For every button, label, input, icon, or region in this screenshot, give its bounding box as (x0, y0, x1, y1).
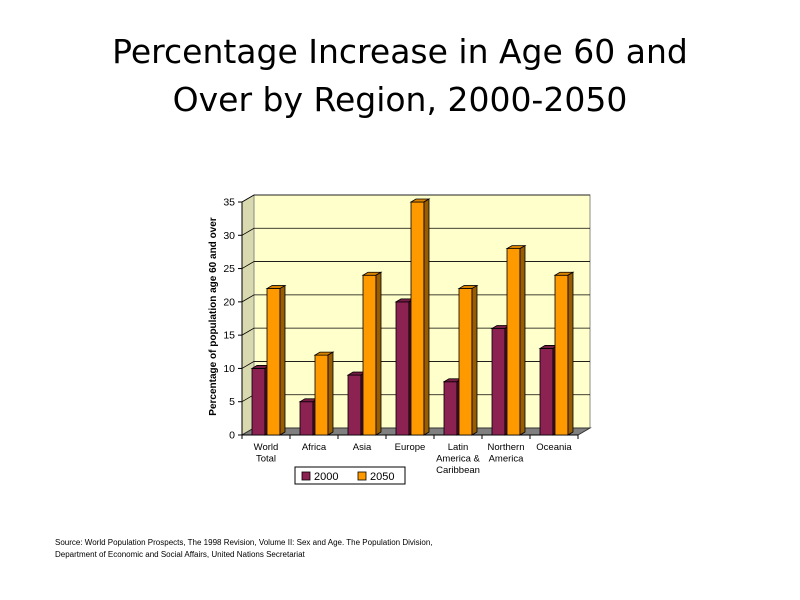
gridline (241, 294, 590, 303)
gridline (241, 194, 590, 203)
x-tick-label-1: Africa (302, 442, 327, 453)
source-note: Source: World Population Prospects, The … (55, 537, 433, 561)
x-tick-label-line: Total (256, 454, 276, 465)
y-tick-label: 5 (229, 396, 235, 408)
legend-swatch-2000 (301, 471, 311, 481)
bar-2050-4 (457, 284, 479, 436)
bar-front (266, 288, 281, 436)
bar-chart: 0 5 10 15 20 25 30 35 Percentage of population a… (208, 194, 592, 485)
x-tick-label-6: Oceania (536, 442, 572, 453)
bar-2050-1 (313, 351, 335, 436)
x-tick-label-line: Asia (353, 442, 372, 453)
bar-side (471, 284, 478, 436)
bar-front (506, 248, 521, 436)
bar-front (362, 274, 377, 436)
legend-label-2000: 2000 (314, 471, 338, 483)
x-tick-label-0: World Total (254, 442, 279, 465)
x-tick-label-line: Africa (302, 442, 327, 453)
x-tick-label-line: World (254, 442, 279, 453)
x-tick-label-line: Europe (395, 442, 426, 453)
y-tick-label: 15 (223, 330, 235, 342)
bar-side (375, 271, 382, 436)
x-tick-label-3: Europe (395, 442, 426, 453)
y-axis-title: Percentage of population age 60 and over (208, 217, 219, 415)
gridline (241, 327, 590, 336)
y-tick-label: 25 (223, 263, 235, 275)
x-tick-label-line: Northern (488, 442, 525, 453)
bar-side (327, 351, 334, 436)
bar-front (458, 288, 473, 436)
legend-box (294, 466, 406, 485)
bar-front (347, 374, 362, 436)
bar-side (519, 244, 526, 436)
bar-front (314, 354, 329, 436)
bar-2050-0 (265, 284, 287, 436)
y-tick-label: 0 (229, 430, 235, 442)
source-line-1: Source: World Population Prospects, The … (55, 538, 433, 547)
x-tick-label-5: Northern America (488, 442, 525, 465)
bar-2050-5 (505, 244, 527, 436)
x-tick-label-2: Asia (353, 442, 372, 453)
bar-front (299, 401, 314, 436)
title-line-1: Percentage Increase in Age 60 and (112, 32, 688, 71)
bar-side (423, 198, 430, 436)
x-tick-label-4: Latin America & Caribbean (436, 442, 480, 476)
x-tick-label-line: Latin (448, 442, 469, 453)
bar-front (491, 328, 506, 436)
legend-swatch-2050 (357, 471, 367, 481)
bar-front (539, 348, 554, 436)
legend-label-2050: 2050 (370, 471, 394, 483)
bar-side (279, 284, 286, 436)
source-line-2: Department of Economic and Social Affair… (55, 550, 305, 559)
gridline (241, 261, 590, 269)
bar-2050-3 (409, 198, 431, 436)
x-tick-label-line: Caribbean (436, 465, 480, 476)
y-tick-label: 35 (223, 197, 235, 209)
y-tick-label: 30 (223, 230, 235, 242)
bar-front (251, 368, 266, 436)
bar-2050-2 (361, 271, 383, 436)
bar-front (395, 301, 410, 436)
bar-side (567, 271, 574, 436)
x-tick-label-line: America (489, 454, 525, 465)
x-tick-label-line: America & (436, 454, 480, 465)
gridline (241, 361, 590, 369)
bar-front (410, 201, 425, 436)
x-tick-label-line: Oceania (536, 442, 572, 453)
title-line-2: Over by Region, 2000-2050 (172, 80, 628, 119)
gridline (241, 227, 590, 236)
y-tick-label: 10 (223, 363, 235, 375)
y-tick-label: 20 (223, 296, 235, 308)
page-title: Percentage Increase in Age 60 and Over b… (0, 28, 800, 124)
bar-2050-6 (553, 271, 575, 436)
bar-front (443, 381, 458, 436)
bar-front (554, 274, 569, 436)
